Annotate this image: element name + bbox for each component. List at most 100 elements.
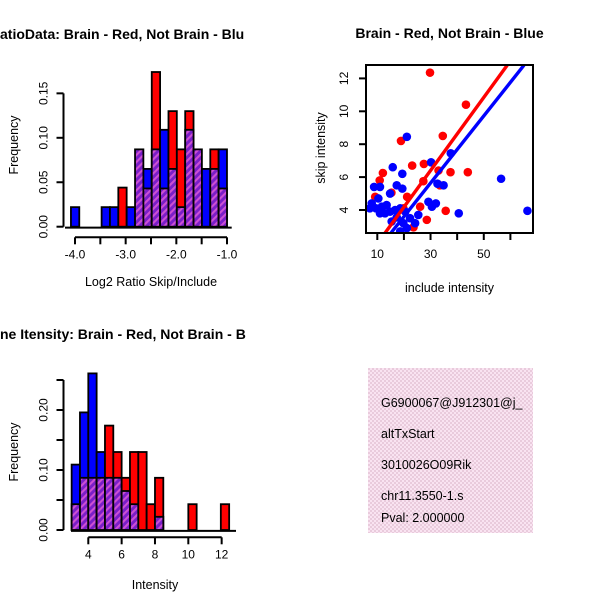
hist-bar-overlap xyxy=(134,148,145,228)
scatter-xlabel: include intensity xyxy=(405,281,495,295)
scatter-point-blue xyxy=(439,181,448,190)
info-line-chromosome: chr11.3550-1.s xyxy=(381,489,463,503)
panel-ratio-histogram: atioData: Brain - Red, Not Brain - Blu F… xyxy=(0,26,244,289)
hist-bar-red xyxy=(137,451,148,531)
hist-bar-blue xyxy=(70,206,81,228)
intensity-histogram-ylabel: Frequency xyxy=(7,422,21,482)
intensity-histogram-title: ne Itensity: Brain - Red, Not Brain - B xyxy=(0,326,246,342)
x-tick-label: -1.0 xyxy=(217,247,238,261)
x-tick-label: 10 xyxy=(182,547,196,561)
y-tick-label: 8 xyxy=(337,141,351,148)
scatter-point-red xyxy=(378,168,388,178)
scatter-point-blue xyxy=(523,206,532,216)
ratio-histogram-axes: -4.0 -3.0 -2.0 -1.0 0.00 0.05 0.10 0.15 xyxy=(37,81,238,261)
x-tick-label: 50 xyxy=(477,247,491,261)
panel-intensity-histogram: ne Itensity: Brain - Red, Not Brain - B … xyxy=(0,326,246,592)
hist-bar-overlap xyxy=(120,490,131,531)
scatter-axes: 10 30 50 4 6 8 10 12 xyxy=(337,71,512,261)
ratio-histogram-bars xyxy=(70,71,228,228)
y-tick-label: 6 xyxy=(337,173,351,180)
info-line-pval: Pval: 2.000000 xyxy=(381,511,464,525)
ratio-histogram-xlabel: Log2 Ratio Skip/Include xyxy=(85,275,217,289)
hist-bar-overlap xyxy=(150,148,161,228)
ratio-histogram-ylabel: Frequency xyxy=(7,115,21,175)
hist-bar-overlap xyxy=(95,476,106,531)
scatter-point-red xyxy=(438,131,448,141)
scatter-ylabel: skip intensity xyxy=(314,111,328,183)
info-line-event-type: altTxStart xyxy=(381,427,435,441)
scatter-point-blue xyxy=(388,162,398,172)
hist-bar-blue xyxy=(201,168,212,228)
y-tick-label: 0.20 xyxy=(37,398,51,422)
hist-bar-overlap xyxy=(159,187,170,228)
info-line-gene-name: 3010026O09Rik xyxy=(381,458,472,472)
x-tick-label: 8 xyxy=(152,547,159,561)
y-tick-label: 0.10 xyxy=(37,126,51,150)
scatter-title: Brain - Red, Not Brain - Blue xyxy=(355,25,543,41)
hist-bar-red xyxy=(187,503,198,531)
scatter-point-blue xyxy=(496,174,506,184)
scatter-point-red xyxy=(407,161,417,170)
hist-bar-overlap xyxy=(154,515,165,531)
hist-bar-overlap xyxy=(129,503,140,531)
scatter-point-red xyxy=(446,167,455,177)
hist-bar-red xyxy=(117,186,128,228)
info-line-probe-id: G6900067@J912301@j_ xyxy=(381,396,524,410)
scatter-point-red xyxy=(461,100,471,110)
hist-bar-overlap xyxy=(217,187,228,228)
hist-bar-blue xyxy=(125,206,136,228)
hist-bar-overlap xyxy=(184,128,195,228)
scatter-point-red xyxy=(375,176,384,185)
panel-info-box: G6900067@J912301@j_ altTxStart 3010026O0… xyxy=(368,368,533,533)
y-tick-label: 12 xyxy=(337,71,351,85)
regression-line-blue xyxy=(389,65,526,233)
x-tick-label: 6 xyxy=(118,547,125,561)
y-tick-label: 0.15 xyxy=(37,81,51,105)
hist-bar-overlap xyxy=(79,476,90,531)
scatter-point-red xyxy=(419,159,429,169)
hist-bar-red xyxy=(145,503,156,531)
hist-bar-overlap xyxy=(209,168,220,228)
scatter-point-red xyxy=(415,202,425,212)
x-tick-label: 4 xyxy=(85,547,92,561)
scatter-point-blue xyxy=(413,210,423,220)
scatter-point-blue xyxy=(369,182,379,192)
scatter-point-red xyxy=(463,167,473,177)
hist-bar-red xyxy=(219,503,231,531)
x-tick-label: 10 xyxy=(371,247,385,261)
ratio-histogram-title: atioData: Brain - Red, Not Brain - Blu xyxy=(0,26,244,42)
hist-bar-overlap xyxy=(87,476,98,531)
y-tick-label: 0.00 xyxy=(37,215,51,239)
hist-bar-overlap xyxy=(175,206,187,228)
y-tick-label: 0.00 xyxy=(37,518,51,542)
hist-bar-blue xyxy=(100,206,111,228)
scatter-point-blue xyxy=(395,227,405,233)
intensity-histogram-xlabel: Intensity xyxy=(132,578,179,592)
hist-bar-blue xyxy=(109,206,120,228)
scatter-point-blue xyxy=(398,184,407,193)
scatter-plot-box xyxy=(365,64,534,234)
y-tick-label: 0.10 xyxy=(37,458,51,482)
hist-bar-overlap xyxy=(112,476,123,531)
scatter-point-blue xyxy=(385,189,395,198)
scatter-point-red xyxy=(441,206,451,216)
scatter-point-blue xyxy=(410,218,420,228)
hist-bar-overlap xyxy=(167,168,178,228)
x-tick-label: -2.0 xyxy=(166,247,187,261)
x-tick-label: 30 xyxy=(424,247,438,261)
regression-line-red xyxy=(383,65,509,233)
x-tick-label: -4.0 xyxy=(65,247,86,261)
scatter-point-red xyxy=(425,68,435,77)
hist-bar-overlap xyxy=(104,476,115,531)
y-tick-label: 10 xyxy=(337,104,351,118)
hist-bar-overlap xyxy=(70,503,81,531)
scatter-point-blue xyxy=(366,204,375,213)
intensity-histogram-axes: 4 6 8 10 12 0.00 0.10 0.20 xyxy=(37,379,236,561)
scatter-point-blue xyxy=(398,169,407,179)
scatter-point-blue xyxy=(402,223,412,233)
panel-scatter: Brain - Red, Not Brain - Blue skip inten… xyxy=(314,25,544,295)
scatter-point-red xyxy=(422,215,432,225)
scatter-point-blue xyxy=(427,202,437,212)
